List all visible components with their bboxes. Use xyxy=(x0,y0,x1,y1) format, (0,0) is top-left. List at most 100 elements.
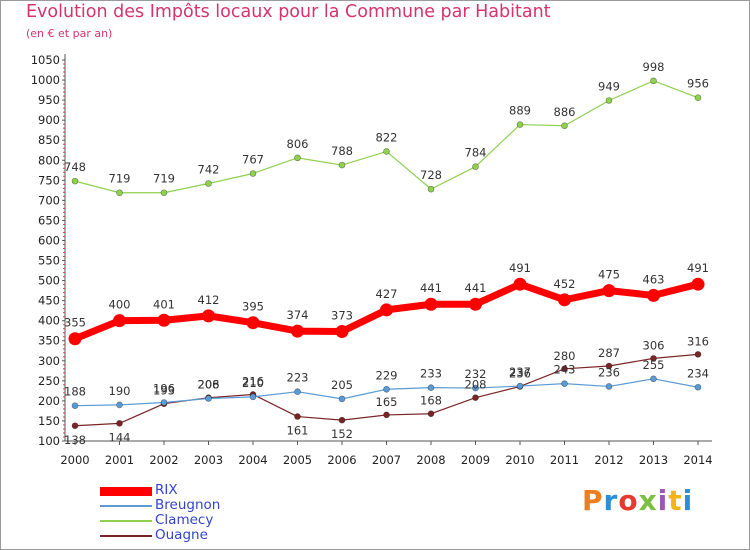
data-point-ouagne xyxy=(561,365,568,373)
y-tick-label: 800 xyxy=(38,153,60,167)
y-tick-label: 450 xyxy=(38,294,60,308)
data-label-rix: 463 xyxy=(643,272,665,286)
data-label-clamecy: 719 xyxy=(153,172,175,186)
data-point-breugnon xyxy=(516,382,524,390)
data-label-clamecy: 784 xyxy=(465,146,487,160)
legend-label: Ouagne xyxy=(155,527,208,543)
data-label-rix: 373 xyxy=(331,309,353,323)
data-label-clamecy: 822 xyxy=(376,130,398,144)
data-label-rix: 400 xyxy=(109,298,131,312)
data-label-breugnon: 223 xyxy=(287,371,309,385)
y-tick-label: 300 xyxy=(38,354,60,368)
data-label-rix: 452 xyxy=(554,277,576,291)
data-label-clamecy: 748 xyxy=(64,160,86,174)
x-tick-label: 2004 xyxy=(238,453,267,467)
data-label-breugnon: 210 xyxy=(242,376,264,390)
data-point-clamecy xyxy=(694,94,702,101)
y-tick-label: 500 xyxy=(38,274,60,288)
data-point-rix xyxy=(335,325,349,339)
x-tick-label: 2005 xyxy=(283,453,312,467)
x-tick-label: 2013 xyxy=(639,453,668,467)
data-point-breugnon xyxy=(650,375,657,383)
logo-letter: P xyxy=(582,484,604,517)
data-point-breugnon xyxy=(338,395,346,403)
y-tick-label: 650 xyxy=(38,213,60,227)
chart-title: Evolution des Impôts locaux pour la Comm… xyxy=(26,2,551,22)
data-point-rix xyxy=(68,332,82,346)
data-point-rix xyxy=(113,314,126,328)
data-point-clamecy xyxy=(71,177,79,185)
data-label-breugnon: 233 xyxy=(420,367,442,381)
legend-swatch xyxy=(100,535,152,537)
data-label-ouagne: 287 xyxy=(598,346,620,360)
data-point-ouagne xyxy=(71,422,79,430)
data-point-rix xyxy=(513,277,527,291)
data-label-clamecy: 949 xyxy=(598,80,620,94)
data-label-rix: 475 xyxy=(598,268,620,282)
data-label-breugnon: 190 xyxy=(109,384,131,398)
data-label-clamecy: 889 xyxy=(509,104,531,118)
logo-letter: t xyxy=(668,484,683,517)
x-tick-label: 2003 xyxy=(194,453,223,467)
data-label-breugnon: 234 xyxy=(687,366,709,380)
data-point-rix xyxy=(380,303,393,317)
data-label-clamecy: 788 xyxy=(331,144,353,158)
y-tick-label: 1000 xyxy=(31,73,60,87)
data-label-ouagne: 306 xyxy=(643,338,665,352)
legend-label: RIX xyxy=(155,482,178,498)
data-point-breugnon xyxy=(294,388,301,395)
x-tick-label: 2002 xyxy=(149,453,178,467)
data-label-rix: 401 xyxy=(153,297,175,311)
data-label-rix: 355 xyxy=(64,316,86,330)
data-label-ouagne: 208 xyxy=(198,378,220,392)
data-label-breugnon: 205 xyxy=(331,378,353,392)
data-point-clamecy xyxy=(650,77,657,85)
logo-letter: x xyxy=(638,484,658,517)
data-point-clamecy xyxy=(561,122,568,130)
data-label-rix: 491 xyxy=(509,261,531,275)
data-label-breugnon: 188 xyxy=(64,385,86,399)
data-point-rix xyxy=(469,297,482,311)
y-tick-label: 400 xyxy=(38,314,60,328)
x-tick-label: 2011 xyxy=(550,453,579,467)
data-point-ouagne xyxy=(338,416,346,424)
x-tick-label: 2000 xyxy=(60,453,89,467)
data-label-ouagne: 144 xyxy=(109,430,131,444)
data-point-ouagne xyxy=(694,351,702,358)
data-point-clamecy xyxy=(383,148,390,155)
data-point-breugnon xyxy=(116,401,123,409)
logo-letter: i xyxy=(657,484,669,517)
y-tick-label: 200 xyxy=(38,394,60,408)
data-label-clamecy: 767 xyxy=(242,152,264,166)
x-tick-label: 2007 xyxy=(372,453,401,467)
data-label-clamecy: 998 xyxy=(643,60,665,74)
x-tick-label: 2006 xyxy=(327,453,356,467)
y-tick-label: 1050 xyxy=(31,53,60,67)
data-label-ouagne: 138 xyxy=(64,433,86,447)
data-point-clamecy xyxy=(516,121,524,128)
legend-swatch xyxy=(100,520,152,522)
data-point-clamecy xyxy=(160,189,168,197)
y-tick-label: 700 xyxy=(38,193,60,207)
data-point-rix xyxy=(558,293,571,307)
data-label-rix: 441 xyxy=(420,281,442,295)
data-label-rix: 374 xyxy=(287,308,309,322)
y-tick-label: 850 xyxy=(38,133,60,147)
data-label-ouagne: 208 xyxy=(465,378,487,392)
data-label-clamecy: 728 xyxy=(420,168,442,182)
y-tick-label: 900 xyxy=(38,113,60,127)
data-point-clamecy xyxy=(605,97,613,104)
y-tick-label: 750 xyxy=(38,173,60,187)
data-point-ouagne xyxy=(383,411,390,419)
legend-swatch xyxy=(100,505,152,507)
data-label-clamecy: 806 xyxy=(287,137,309,151)
data-point-rix xyxy=(291,324,304,338)
x-tick-label: 2012 xyxy=(594,453,623,467)
y-tick-label: 350 xyxy=(38,334,60,348)
data-label-rix: 441 xyxy=(465,281,487,295)
data-label-clamecy: 742 xyxy=(198,163,220,177)
data-label-breugnon: 255 xyxy=(643,358,665,372)
logo-letter: i xyxy=(682,484,694,517)
legend-label: Breugnon xyxy=(155,497,221,513)
y-tick-label: 950 xyxy=(38,93,60,107)
